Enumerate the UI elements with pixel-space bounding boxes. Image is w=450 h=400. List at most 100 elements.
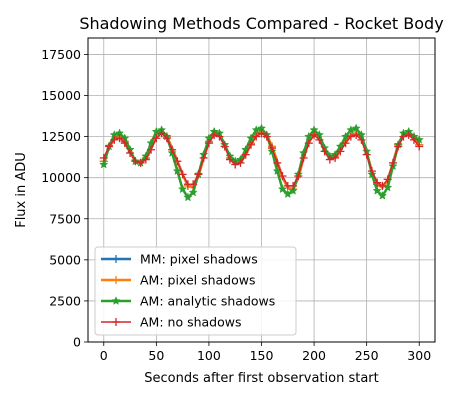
x-tick-label: 0 <box>100 348 108 363</box>
data-point <box>126 149 135 158</box>
data-point <box>99 153 108 162</box>
data-point <box>188 187 198 197</box>
data-point <box>112 255 120 263</box>
data-point <box>136 158 145 167</box>
data-point <box>204 139 213 148</box>
data-point <box>409 135 418 144</box>
data-point <box>336 147 345 156</box>
data-point <box>331 153 340 162</box>
data-point <box>268 144 277 153</box>
data-point <box>231 160 240 169</box>
legend-item: MM: pixel shadows <box>101 252 258 267</box>
legend-item: AM: pixel shadows <box>101 273 256 288</box>
data-point <box>367 167 376 176</box>
data-point <box>178 170 187 179</box>
data-point <box>289 181 298 190</box>
legend-label: AM: pixel shadows <box>140 273 256 288</box>
legend-item: AM: no shadows <box>101 315 241 330</box>
data-point <box>351 123 361 133</box>
data-point <box>325 155 334 164</box>
series-am-no-shadows <box>99 129 424 190</box>
data-point <box>157 129 166 138</box>
legend-label: AM: no shadows <box>140 315 241 330</box>
legend-label: AM: analytic shadows <box>140 294 275 309</box>
data-point <box>273 158 282 167</box>
data-point <box>168 145 177 154</box>
y-tick-label: 7500 <box>49 211 81 226</box>
series-layer <box>99 123 424 202</box>
legend-box <box>94 246 297 336</box>
data-point <box>178 184 188 194</box>
data-point <box>246 140 255 149</box>
data-point <box>299 153 308 162</box>
data-point <box>362 150 371 159</box>
x-tick-label: 300 <box>407 348 431 363</box>
data-point <box>120 139 129 148</box>
data-point <box>346 132 355 141</box>
data-point <box>341 139 350 148</box>
data-point <box>162 134 171 143</box>
y-tick-label: 12500 <box>41 129 81 144</box>
data-point <box>414 135 424 144</box>
data-point <box>111 296 121 305</box>
data-point <box>394 142 403 151</box>
data-point <box>236 158 245 167</box>
y-tick-label: 10000 <box>41 170 81 185</box>
chart-title: Shadowing Methods Compared - Rocket Body <box>79 14 443 33</box>
x-tick-label: 100 <box>197 348 221 363</box>
legend-item: AM: analytic shadows <box>101 294 275 309</box>
data-point <box>357 135 366 144</box>
data-point <box>294 172 303 181</box>
data-point <box>278 172 287 181</box>
data-point <box>277 184 288 194</box>
data-point <box>304 139 313 148</box>
y-tick-label: 0 <box>73 335 81 350</box>
data-point <box>99 159 109 169</box>
y-axis-label: Flux in ADU <box>14 152 29 228</box>
x-tick-label: 50 <box>148 348 164 363</box>
data-point <box>320 147 329 156</box>
data-point <box>383 175 392 184</box>
data-point <box>210 130 219 139</box>
data-point <box>341 131 351 141</box>
legend: MM: pixel shadows AM: pixel shadows AM: an… <box>94 246 297 336</box>
data-point <box>220 142 229 151</box>
legend-label: MM: pixel shadows <box>140 252 258 267</box>
data-point <box>404 130 413 139</box>
x-tick-label: 150 <box>250 348 274 363</box>
data-point <box>183 192 193 202</box>
data-point <box>112 318 120 326</box>
data-point <box>115 134 124 143</box>
data-point <box>399 132 408 141</box>
data-point <box>194 170 203 179</box>
data-point <box>373 178 382 187</box>
y-tick-label: 15000 <box>41 88 81 103</box>
data-point <box>112 276 120 284</box>
data-point <box>152 134 161 143</box>
data-point <box>199 153 208 162</box>
data-point <box>257 129 266 138</box>
y-tick-label: 2500 <box>49 293 81 308</box>
y-tick-label: 17500 <box>41 47 81 62</box>
x-axis-label: Seconds after first observation start <box>144 371 378 386</box>
data-point <box>352 130 361 139</box>
data-point <box>131 157 140 166</box>
data-point <box>372 185 382 195</box>
data-point <box>315 135 324 144</box>
data-point <box>110 135 119 144</box>
data-point <box>378 181 387 190</box>
data-point <box>262 132 271 141</box>
x-tick-label: 200 <box>302 348 326 363</box>
data-point <box>189 180 198 189</box>
data-point <box>241 150 250 159</box>
y-tick-label: 5000 <box>49 252 81 267</box>
data-point <box>415 142 424 151</box>
data-point <box>377 190 388 200</box>
ticks: 0 50 100 150 200 250 300 0 2500 5000 7500 10000 1250… <box>41 47 431 363</box>
data-point <box>310 130 319 139</box>
data-point <box>252 132 261 141</box>
data-point <box>141 155 150 164</box>
x-tick-label: 250 <box>355 348 379 363</box>
data-point <box>388 158 397 167</box>
